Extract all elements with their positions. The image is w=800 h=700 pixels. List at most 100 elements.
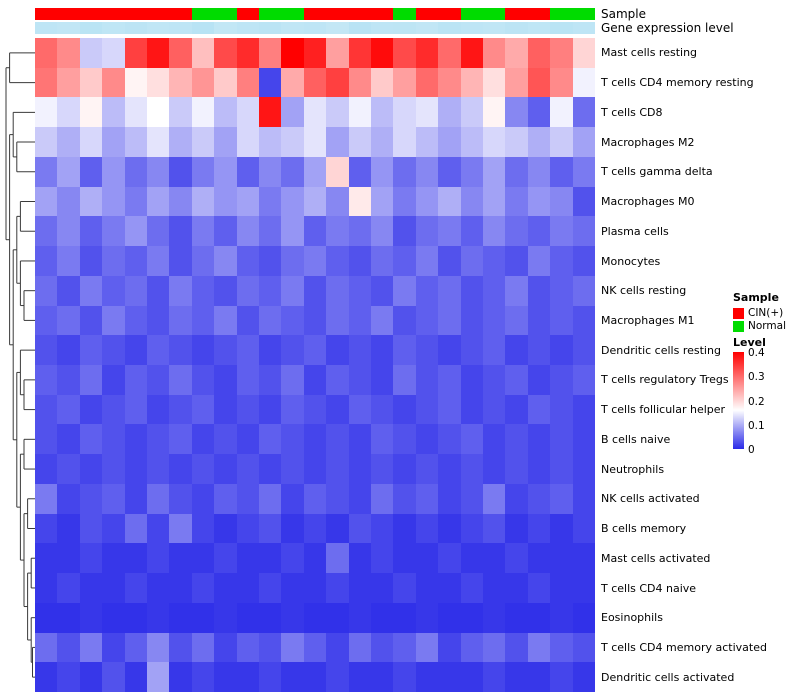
level-tick-label: 0.2 [748,395,765,408]
heatmap-cell [438,216,461,247]
heatmap-cell [572,38,595,68]
heatmap-cell [102,97,125,128]
heatmap-cell [79,394,103,425]
sample-annotation-cell [460,8,483,20]
heatmap-cell [191,543,215,574]
heatmap-cell [505,186,528,217]
heatmap-cell [393,394,416,425]
heatmap-cell [281,632,304,663]
heatmap-cell [258,127,282,157]
heatmap-cell [236,335,259,365]
heatmap-cell [236,305,259,336]
heatmap-cell [79,364,103,395]
heatmap-cell [57,335,80,365]
heatmap-cell [281,513,304,544]
heatmap-cell [438,186,461,217]
heatmap-cell [326,513,349,544]
heatmap-cell [146,38,170,68]
heatmap-cell [35,186,58,217]
heatmap-cell [303,186,327,217]
expression-annotation-bar [35,22,595,34]
heatmap-cell [303,67,327,98]
heatmap-cell [370,364,394,395]
heatmap-cell [79,543,103,574]
heatmap-cell [415,543,439,574]
heatmap-cell [370,662,394,692]
heatmap-cell [258,573,282,603]
heatmap-cell [415,246,439,276]
heatmap-cell [191,602,215,633]
heatmap-cell [303,156,327,187]
heatmap-cell [415,394,439,425]
heatmap-cell [102,513,125,544]
heatmap-cell [57,483,80,514]
heatmap-cell [57,38,80,68]
heatmap-cell [146,424,170,455]
heatmap-cell [57,156,80,187]
heatmap-cell [505,483,528,514]
heatmap-cell [572,216,595,247]
heatmap-cell [326,156,349,187]
heatmap-cell [572,543,595,574]
heatmap-cell [303,573,327,603]
heatmap-cell [102,186,125,217]
heatmap-cell [482,662,506,692]
heatmap-cell [236,186,259,217]
heatmap-cell [550,156,573,187]
heatmap-cell [236,483,259,514]
heatmap-cell [348,573,371,603]
heatmap-cell [124,156,147,187]
heatmap-cell [550,424,573,455]
heatmap-cell [303,632,327,663]
heatmap-cell [303,127,327,157]
row-label: Dendritic cells resting [601,343,721,357]
heatmap-cell [281,67,304,98]
heatmap-cell [505,97,528,128]
heatmap-cell [393,483,416,514]
heatmap-cell [527,573,551,603]
heatmap-cell [482,38,506,68]
heatmap-cell [550,543,573,574]
row-label: T cells CD8 [601,105,663,119]
heatmap-cell [482,335,506,365]
heatmap-cell [303,38,327,68]
heatmap-cell [146,632,170,663]
sample-annotation-cell [572,8,595,20]
heatmap-cell [348,632,371,663]
heatmap-cell [258,483,282,514]
heatmap-cell [124,216,147,247]
heatmap-cell [572,246,595,276]
heatmap-cell [460,305,483,336]
heatmap-cell [415,454,439,484]
heatmap-cell [236,424,259,455]
legend-item-label: Normal [748,320,786,332]
sample-annotation-cell [102,8,125,20]
heatmap-cell [370,67,394,98]
heatmap-cell [214,97,237,128]
expression-annotation-cell [550,22,573,34]
heatmap-cell [35,394,58,425]
expression-annotation-cell [415,22,439,34]
heatmap-cell [35,424,58,455]
heatmap-cell [505,424,528,455]
heatmap-cell [281,543,304,574]
heatmap-cell [572,424,595,455]
heatmap-cell [214,156,237,187]
heatmap-cell [191,632,215,663]
heatmap-cell [370,632,394,663]
heatmap-cell [124,38,147,68]
heatmap-cell [236,97,259,128]
heatmap-cell [303,543,327,574]
heatmap-cell [79,335,103,365]
heatmap-cell [214,38,237,68]
heatmap-cell [124,662,147,692]
heatmap-cell [169,454,192,484]
heatmap-cell [326,216,349,247]
heatmap-cell [326,275,349,306]
heatmap-cell [370,216,394,247]
heatmap-cell [146,364,170,395]
heatmap-cell [191,662,215,692]
heatmap-cell [102,602,125,633]
row-label: NK cells resting [601,284,687,298]
heatmap-cell [393,127,416,157]
